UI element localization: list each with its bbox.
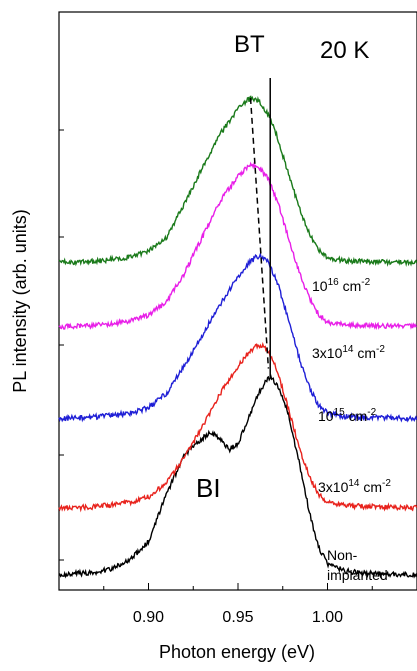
- series-label-part-3: -2: [367, 407, 376, 418]
- x-tick-label-0: 0.90: [133, 609, 164, 626]
- x-axis-label: Photon energy (eV): [159, 642, 315, 662]
- series-label-part-2: cm: [345, 408, 368, 424]
- series-label-part-0: 3x10: [318, 479, 349, 495]
- series-line-0: [58, 373, 417, 579]
- series-label-part-1: 15: [334, 407, 346, 418]
- ticks-layer: 0.90 0.95 1.00: [59, 129, 373, 626]
- x-tick-label-2: 1.00: [312, 609, 343, 626]
- series-label-part-3: -2: [361, 277, 370, 288]
- series-layer: [58, 95, 417, 579]
- series-label-0: Non-implanted: [327, 547, 388, 583]
- series-label-part-2: cm: [359, 479, 382, 495]
- temperature-label: 20 K: [320, 37, 369, 64]
- series-label-part-1: 16: [328, 277, 340, 288]
- series-label-part-3: -2: [376, 344, 385, 355]
- series-label-part-1: 14: [348, 478, 360, 489]
- series-line-4: [58, 95, 417, 268]
- x-tick-label-1: 0.95: [222, 609, 253, 626]
- y-axis-label: PL intensity (arb. units): [10, 209, 30, 392]
- bi-label: BI: [196, 473, 221, 503]
- series-line-1: [58, 341, 417, 513]
- series-label-part-0: 10: [312, 278, 328, 294]
- series-label-line-0: Non-: [327, 547, 358, 563]
- series-label-2: 1015 cm-2: [318, 407, 377, 424]
- series-label-part-1: 14: [342, 344, 354, 355]
- bt-label: BT: [234, 31, 265, 58]
- series-label-line-1: implanted: [327, 567, 388, 583]
- series-label-part-3: -2: [382, 478, 391, 489]
- series-label-part-0: 3x10: [312, 345, 343, 361]
- marker-layer: [249, 78, 271, 377]
- series-label-part-2: cm: [339, 278, 362, 294]
- series-label-1: 3x1014 cm-2: [318, 478, 391, 495]
- series-line-2: [58, 251, 417, 423]
- series-line-3: [58, 161, 417, 331]
- series-label-part-2: cm: [353, 345, 376, 361]
- series-label-3: 3x1014 cm-2: [312, 344, 385, 361]
- series-label-part-0: 10: [318, 408, 334, 424]
- series-label-4: 1016 cm-2: [312, 277, 371, 294]
- bt-dashed-line: [249, 97, 270, 369]
